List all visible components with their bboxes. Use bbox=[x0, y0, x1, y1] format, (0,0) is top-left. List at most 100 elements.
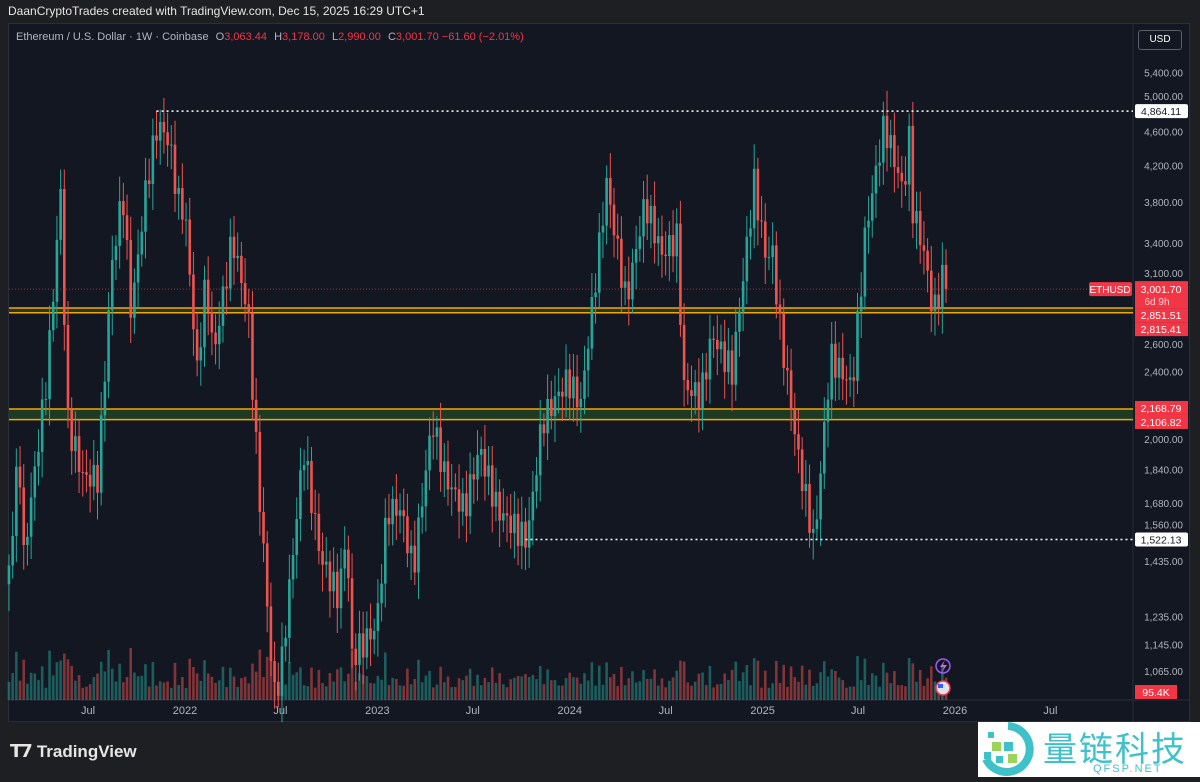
volume-bar bbox=[254, 671, 258, 700]
price-tick-label: 1,065.00 bbox=[1144, 667, 1183, 678]
candle-body bbox=[77, 436, 81, 473]
candle-body bbox=[354, 648, 358, 665]
candle-body bbox=[136, 254, 140, 283]
candle-body bbox=[502, 513, 505, 521]
candle-body bbox=[620, 238, 623, 288]
time-tick-label: Jul bbox=[851, 705, 865, 717]
candle-body bbox=[295, 519, 299, 555]
currency-button[interactable]: USD bbox=[1138, 30, 1182, 50]
candle-body bbox=[852, 377, 856, 381]
candle-body bbox=[513, 513, 516, 534]
volume-bar bbox=[841, 680, 845, 700]
close-value: 3,001.70 bbox=[395, 31, 439, 43]
volume-bar bbox=[660, 678, 664, 700]
volume-bar bbox=[911, 663, 915, 700]
candle-body bbox=[122, 201, 125, 216]
candle-body bbox=[601, 225, 605, 233]
volume-bar bbox=[822, 661, 826, 700]
time-tick-label: Jul bbox=[466, 705, 480, 717]
candle-body bbox=[439, 427, 442, 473]
volume-bar bbox=[413, 678, 417, 700]
candle-body bbox=[420, 506, 424, 518]
candle-body bbox=[789, 370, 793, 411]
candle-body bbox=[203, 279, 206, 348]
candle-body bbox=[332, 571, 335, 592]
price-tick-label: 1,680.00 bbox=[1144, 499, 1183, 510]
volume-bar bbox=[531, 674, 535, 700]
volume-bar bbox=[609, 677, 612, 700]
candle-body bbox=[70, 409, 73, 452]
close-label: C bbox=[387, 31, 396, 43]
candle-body bbox=[479, 448, 483, 455]
candle-body bbox=[483, 448, 487, 477]
lightning-event-icon[interactable] bbox=[935, 658, 951, 674]
candle-body bbox=[568, 369, 572, 399]
candle-body bbox=[594, 292, 597, 298]
volume-bar bbox=[206, 673, 210, 700]
volume-bar bbox=[749, 685, 752, 700]
candle-body bbox=[236, 255, 240, 259]
level-price-label: 1,522.13 bbox=[1141, 535, 1182, 547]
candle-body bbox=[243, 283, 247, 305]
candle-body bbox=[723, 341, 726, 373]
candle-body bbox=[771, 245, 774, 258]
chart-frame[interactable] bbox=[8, 23, 1190, 722]
candle-body bbox=[870, 193, 874, 221]
candle-body bbox=[306, 461, 310, 466]
price-tick-label: 2,400.00 bbox=[1144, 368, 1183, 379]
volume-bar bbox=[391, 677, 394, 700]
candle-body bbox=[900, 172, 904, 182]
candle-body bbox=[756, 168, 760, 221]
candle-body bbox=[520, 521, 524, 546]
candle-body bbox=[786, 367, 789, 371]
volume-bar bbox=[188, 658, 192, 700]
zone-price-label: 2,106.82 bbox=[1141, 417, 1182, 429]
volume-bar bbox=[428, 670, 431, 700]
candle-body bbox=[645, 199, 649, 224]
candle-body bbox=[797, 434, 800, 450]
price-tick-label: 2,600.00 bbox=[1144, 340, 1183, 351]
volume-bar bbox=[380, 679, 383, 700]
volume-bar bbox=[859, 680, 863, 700]
candle-body bbox=[848, 377, 852, 380]
volume-bar bbox=[664, 687, 667, 700]
candle-body bbox=[575, 376, 579, 408]
candle-body bbox=[398, 510, 402, 516]
volume-bar bbox=[597, 665, 601, 700]
volume-bar bbox=[369, 682, 372, 700]
candle-body bbox=[716, 339, 719, 350]
volume-bar bbox=[420, 682, 424, 700]
volume-bar bbox=[778, 683, 782, 700]
candle-body bbox=[811, 528, 815, 533]
volume-bar bbox=[797, 681, 800, 700]
volume-bar bbox=[590, 662, 594, 700]
symbol-tag: ETHUSD bbox=[1089, 285, 1130, 296]
candle-body bbox=[623, 281, 627, 288]
price-tick-label: 1,435.00 bbox=[1144, 557, 1183, 568]
volume-bar bbox=[509, 679, 513, 700]
candle-body bbox=[88, 474, 92, 487]
candle-body bbox=[299, 470, 302, 520]
candle-body bbox=[155, 135, 158, 141]
candle-body bbox=[830, 343, 833, 400]
candle-body bbox=[882, 115, 885, 163]
volume-bar bbox=[343, 681, 346, 700]
candle-body bbox=[564, 369, 568, 397]
candle-body bbox=[358, 633, 361, 665]
level-price-label: 4,864.11 bbox=[1141, 106, 1181, 118]
volume-bar bbox=[284, 684, 287, 700]
volume-bar bbox=[11, 673, 14, 700]
zone-price-label: 2,851.51 bbox=[1141, 310, 1182, 322]
last-price-label: 3,001.70 bbox=[1141, 284, 1182, 296]
candle-body bbox=[443, 461, 446, 473]
volume-bar bbox=[863, 658, 867, 700]
volume-bar bbox=[524, 674, 527, 700]
candle-body bbox=[11, 535, 14, 566]
volume-bar bbox=[217, 680, 221, 700]
volume-bar bbox=[494, 682, 498, 700]
volume-bar bbox=[837, 677, 841, 700]
volume-bar bbox=[502, 684, 505, 700]
candle-body bbox=[409, 545, 413, 554]
volume-bar bbox=[723, 673, 726, 700]
